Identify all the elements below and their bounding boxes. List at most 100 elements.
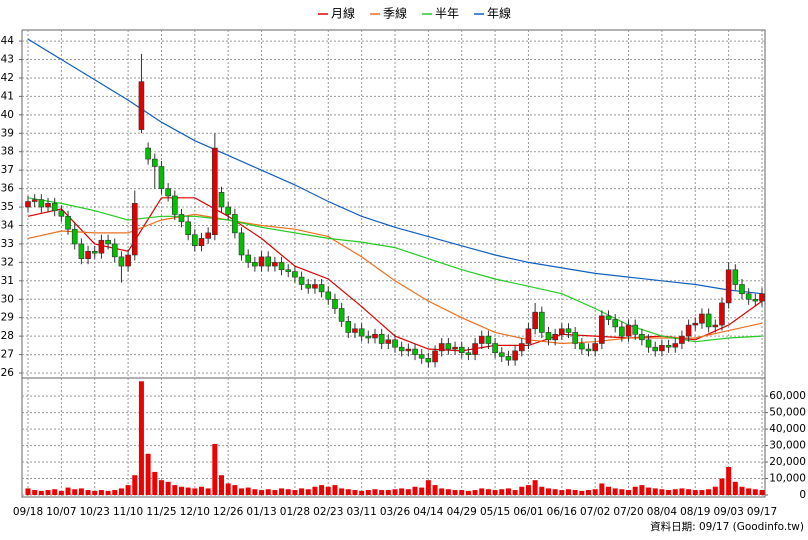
legend-label: 半年 bbox=[435, 7, 459, 21]
volume-bar bbox=[158, 480, 164, 495]
y-tick-label: 41 bbox=[1, 90, 14, 102]
x-tick-label: 05/15 bbox=[480, 506, 510, 518]
volume-bar bbox=[112, 490, 118, 495]
candle-body bbox=[425, 357, 432, 363]
candle-body bbox=[31, 199, 38, 202]
footer-note: 資料日期: 09/17 (Goodinfo.tw) bbox=[650, 520, 804, 533]
volume-bar bbox=[586, 490, 592, 495]
volume-bar bbox=[219, 475, 225, 495]
volume-bar bbox=[72, 489, 78, 495]
candle-body bbox=[192, 234, 198, 247]
volume-bar bbox=[592, 489, 598, 495]
y-tick-label: 37 bbox=[1, 164, 14, 176]
candle-body bbox=[732, 269, 739, 285]
candle-body bbox=[645, 339, 652, 348]
candle-body bbox=[91, 251, 98, 254]
x-tick-label: 04/29 bbox=[447, 506, 477, 518]
candle-body bbox=[632, 324, 639, 335]
y-tick-label: 29 bbox=[1, 312, 14, 324]
y-tick-label: 35 bbox=[1, 201, 14, 213]
candle-body bbox=[739, 284, 745, 295]
volume-bar bbox=[252, 489, 258, 495]
candle-body bbox=[125, 254, 131, 267]
candle-body bbox=[512, 350, 518, 361]
candle-body bbox=[178, 214, 185, 223]
volume-bar bbox=[405, 489, 411, 495]
volume-bar bbox=[379, 490, 385, 495]
candle-body bbox=[372, 333, 378, 339]
candle-body bbox=[612, 319, 618, 328]
volume-bar bbox=[352, 490, 358, 495]
candle-body bbox=[685, 324, 692, 337]
volume-bar bbox=[692, 490, 698, 495]
candle-body bbox=[659, 345, 665, 352]
candle-body bbox=[605, 315, 612, 320]
volume-bar bbox=[52, 489, 58, 495]
candle-body bbox=[358, 328, 365, 337]
y-tick-label: 38 bbox=[1, 146, 14, 158]
candle-body bbox=[305, 284, 312, 289]
candle-body bbox=[365, 335, 372, 339]
volume-bar bbox=[32, 490, 38, 495]
volume-bar bbox=[432, 485, 438, 495]
y2-tick-label: 10,000 bbox=[769, 473, 806, 485]
x-tick-label: 03/26 bbox=[380, 506, 411, 518]
volume-bar bbox=[152, 471, 158, 495]
volume-bar bbox=[612, 488, 618, 495]
volume-bar bbox=[492, 490, 498, 495]
volume-bar bbox=[619, 489, 625, 495]
volume-bar bbox=[746, 488, 752, 495]
candle-body bbox=[412, 348, 418, 355]
volume-bar bbox=[699, 490, 705, 495]
candle-body bbox=[465, 352, 472, 355]
candle-body bbox=[665, 345, 672, 348]
candle-body bbox=[85, 251, 91, 259]
candle-body bbox=[599, 315, 605, 344]
volume-bar bbox=[245, 487, 251, 495]
candle-body bbox=[672, 343, 679, 348]
y2-tick-label: 60,000 bbox=[769, 390, 806, 402]
volume-bar bbox=[719, 478, 725, 495]
volume-bar bbox=[512, 490, 518, 495]
candle-body bbox=[38, 199, 45, 208]
volume-bar bbox=[319, 485, 325, 495]
candle-body bbox=[71, 228, 78, 245]
volume-bar bbox=[572, 490, 578, 495]
candle-body bbox=[452, 346, 458, 350]
volume-bar bbox=[125, 485, 131, 495]
y2-tick-label: 30,000 bbox=[769, 440, 806, 452]
x-tick-label: 08/04 bbox=[647, 506, 678, 518]
volume-bar bbox=[145, 453, 151, 495]
candle-body bbox=[579, 343, 585, 350]
x-tick-label: 09/17 bbox=[747, 506, 777, 518]
volume-bar bbox=[138, 381, 144, 495]
volume-bar bbox=[632, 486, 638, 495]
volume-bar bbox=[65, 487, 71, 495]
y2-tick-label: 20,000 bbox=[769, 456, 806, 468]
x-tick-label: 01/13 bbox=[246, 506, 276, 518]
candle-body bbox=[298, 276, 305, 285]
candle-body bbox=[532, 311, 538, 330]
volume-bar bbox=[332, 485, 338, 495]
x-tick-label: 07/02 bbox=[580, 506, 610, 518]
volume-bar bbox=[465, 490, 471, 495]
volume-bar bbox=[399, 488, 405, 495]
volume-bar bbox=[672, 489, 678, 495]
x-tick-label: 09/18 bbox=[13, 506, 43, 518]
volume-bar bbox=[646, 487, 652, 495]
legend-label: 季線 bbox=[383, 6, 407, 21]
x-tick-label: 10/23 bbox=[80, 506, 110, 518]
volume-bar bbox=[225, 483, 231, 495]
x-tick-label: 11/25 bbox=[146, 506, 176, 518]
candle-body bbox=[705, 313, 712, 328]
candle-body bbox=[492, 343, 498, 354]
volume-bar bbox=[666, 490, 672, 495]
volume-bar bbox=[459, 490, 465, 495]
volume-bar bbox=[259, 490, 265, 495]
candle-body bbox=[325, 291, 332, 300]
y-tick-label: 28 bbox=[1, 330, 14, 342]
x-tick-label: 11/10 bbox=[113, 506, 143, 518]
candle-body bbox=[145, 147, 151, 160]
candle-body bbox=[205, 232, 211, 239]
